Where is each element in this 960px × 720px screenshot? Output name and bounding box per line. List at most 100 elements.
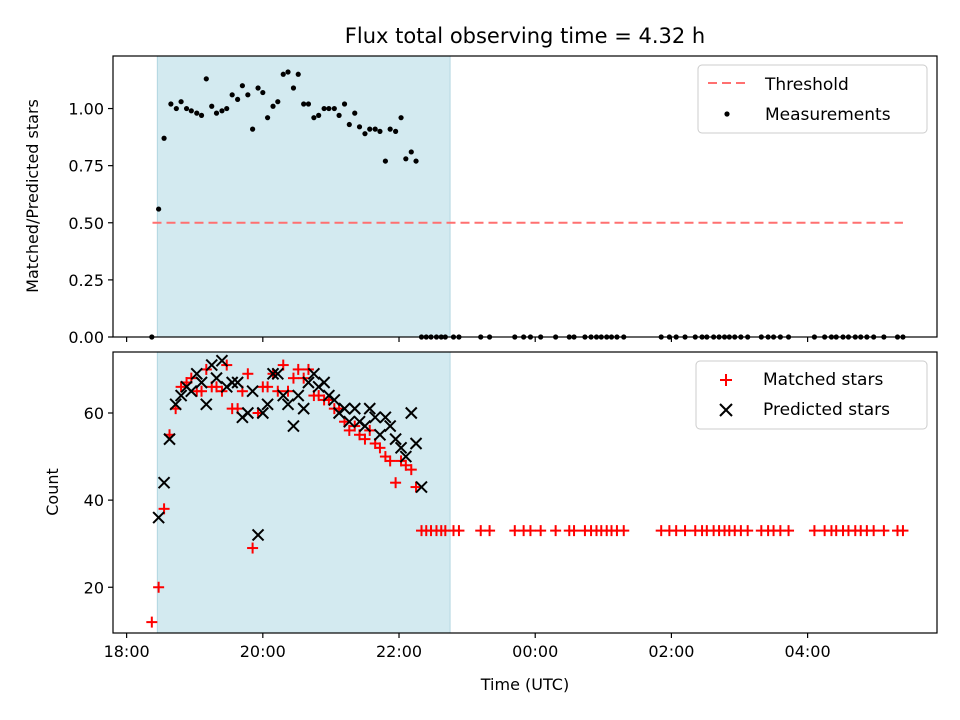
measurement-point (413, 158, 419, 164)
predicted-star-marker (169, 398, 182, 411)
predicted-star-marker (373, 428, 387, 441)
predicted-star-marker (152, 511, 165, 524)
bottom-x-tick-label: 00:00 (512, 642, 558, 661)
predicted-star-marker (383, 419, 397, 433)
predicted-star-marker (174, 389, 188, 402)
matched-star-marker (550, 525, 562, 537)
predicted-star-marker (256, 406, 270, 420)
top-y-tick-label: 0.25 (68, 271, 104, 290)
matched-star-marker (384, 455, 396, 467)
matched-star-marker (262, 381, 274, 393)
measurement-point (285, 69, 291, 75)
measurement-point (250, 126, 256, 132)
bottom-y-tick-label: 60 (84, 404, 104, 423)
predicted-star-marker (302, 376, 315, 389)
predicted-star-marker (307, 367, 321, 380)
measurement-point (346, 121, 352, 128)
measurement-point (235, 96, 241, 103)
legend-measurements-label: Measurements (765, 105, 891, 125)
legend-predicted-label: Predicted stars (763, 400, 890, 420)
matched-star-marker (568, 525, 580, 537)
legend-threshold-label: Threshold (764, 75, 849, 95)
top-legend-box (697, 64, 928, 134)
predicted-star-marker (225, 376, 239, 389)
matched-star-marker (868, 525, 880, 537)
measurement-point (161, 135, 167, 141)
predicted-star-marker (266, 367, 280, 380)
bottom-x-tick-label: 02:00 (648, 642, 694, 661)
top-y-axis-label: Matched/Predicted stars (23, 99, 42, 293)
predicted-star-marker (261, 398, 274, 411)
predicted-star-marker (394, 441, 408, 455)
measurement-point (377, 128, 383, 134)
measurement-point (352, 110, 358, 116)
predicted-star-marker (287, 419, 300, 433)
measurement-point (224, 105, 230, 112)
measurement-point (203, 76, 209, 82)
matched-star-marker (410, 481, 422, 493)
predicted-star-marker (338, 402, 351, 415)
bottom-y-tick-label: 40 (84, 491, 104, 510)
matched-star-marker (196, 385, 208, 397)
bottom-y-ticks: 20 40 60 (84, 404, 113, 597)
bottom-y-axis-label: Count (43, 468, 62, 516)
top-y-tick-label: 0.75 (68, 157, 104, 176)
measurement-point (188, 108, 194, 114)
predicted-stars-points (152, 354, 428, 542)
bottom-x-ticks: 18:00 20:00 22:00 00:00 02:00 04:00 (104, 633, 831, 661)
predicted-star-marker (185, 385, 198, 398)
bottom-axes-frame (112, 351, 938, 634)
top-y-ticks: 0.00 0.25 0.50 0.75 1.00 (68, 100, 113, 347)
top-y-tick-label: 1.00 (68, 100, 104, 119)
matched-star-marker (897, 525, 909, 537)
bottom-x-tick-label: 18:00 (104, 642, 150, 661)
chart-title: Flux total observing time = 4.32 h (345, 24, 705, 48)
measurement-point (213, 110, 220, 116)
matched-star-marker (247, 542, 259, 554)
matched-star-marker (679, 525, 691, 537)
measurement-point (295, 71, 301, 77)
legend-matched-label: Matched stars (763, 370, 883, 390)
measurement-point (280, 71, 286, 77)
measurement-point (198, 112, 205, 118)
matched-star-marker (287, 372, 299, 384)
top-axes-frame (112, 55, 938, 338)
measurement-point (178, 99, 184, 105)
predicted-star-marker (215, 354, 229, 367)
top-x-ticks (126, 337, 809, 342)
predicted-star-marker (210, 371, 223, 385)
predicted-star-marker (246, 385, 259, 398)
measurement-point (209, 103, 215, 109)
top-y-tick-label: 0.50 (68, 214, 104, 233)
matched-star-marker (146, 616, 158, 628)
measurement-point (255, 85, 261, 91)
measurement-point (260, 89, 266, 96)
predicted-star-marker (163, 432, 176, 446)
predicted-star-marker (317, 376, 331, 389)
measurement-point (239, 83, 245, 89)
predicted-star-marker (368, 411, 382, 424)
measurement-point (311, 115, 317, 121)
observing-interval-shading-top (156, 55, 451, 338)
predicted-star-marker (271, 367, 285, 380)
predicted-star-marker (297, 402, 310, 415)
legend-measurements-swatch (724, 111, 730, 117)
measurement-point (173, 105, 179, 112)
measurement-point (362, 131, 368, 137)
measurement-point (275, 99, 281, 105)
predicted-star-marker (292, 389, 305, 402)
predicted-star-marker (389, 432, 402, 446)
measurement-point (393, 128, 399, 134)
legend-predicted-swatch (719, 403, 733, 417)
measurement-point (321, 105, 327, 112)
measurement-point (336, 112, 342, 118)
measurement-point (301, 101, 307, 107)
matched-star-marker (292, 363, 304, 375)
top-panel: 0.00 0.25 0.50 0.75 1.00 Matched/Predicted s… (23, 55, 938, 347)
predicted-star-marker (399, 450, 413, 463)
bottom-panel: 20 40 60 18:00 20:00 22:00 00:00 02:00 04:00 Co… (43, 351, 938, 694)
measurement-point (382, 158, 388, 164)
matched-star-marker (742, 525, 754, 537)
predicted-star-marker (251, 528, 265, 542)
